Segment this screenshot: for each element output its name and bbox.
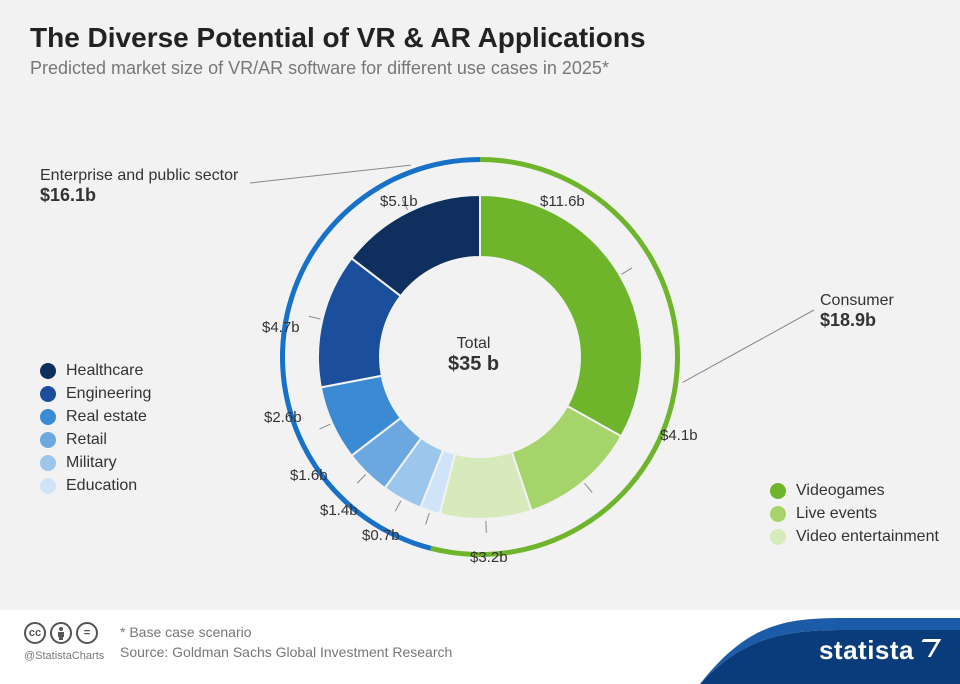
legend-item-retail: Retail (40, 431, 151, 449)
tick (585, 483, 593, 492)
slice-label-live-events: $4.1b (660, 427, 698, 444)
center-total-label: Total (448, 335, 499, 353)
legend-swatch (770, 529, 786, 545)
tick (622, 268, 632, 274)
legend-swatch (40, 478, 56, 494)
legend-text: Education (66, 477, 137, 495)
slice-label-retail: $1.6b (290, 467, 328, 484)
legend-item-real-estate: Real estate (40, 408, 151, 426)
legend-item-live-events: Live events (770, 505, 939, 523)
legend-item-videogames: Videogames (770, 482, 939, 500)
legend-text: Video entertainment (796, 528, 939, 546)
footer: cc = @StatistaCharts * Base case scenari… (0, 610, 960, 684)
tick (426, 513, 430, 524)
page-subtitle: Predicted market size of VR/AR software … (30, 58, 930, 79)
group-name: Enterprise and public sector (40, 167, 238, 185)
legend-text: Videogames (796, 482, 885, 500)
cc-license-icons: cc = (24, 622, 98, 644)
legend-swatch (40, 386, 56, 402)
slice-label-video-entertainment: $3.2b (470, 549, 508, 566)
legend-swatch (40, 363, 56, 379)
by-icon (50, 622, 72, 644)
cc-icon: cc (24, 622, 46, 644)
legend-item-military: Military (40, 454, 151, 472)
legend-swatch (40, 432, 56, 448)
tick (319, 424, 330, 429)
legend-text: Real estate (66, 408, 147, 426)
legend-text: Healthcare (66, 362, 143, 380)
twitter-handle: @StatistaCharts (24, 650, 104, 662)
center-total: Total $35 b (448, 335, 499, 376)
legend-text: Military (66, 454, 117, 472)
slice-label-engineering: $4.7b (262, 319, 300, 336)
brand-logo-text: statista (819, 635, 936, 666)
legend-swatch (40, 455, 56, 471)
legend-item-healthcare: Healthcare (40, 362, 151, 380)
slice-label-videogames: $11.6b (540, 193, 585, 210)
center-total-value: $35 b (448, 353, 499, 376)
tick (395, 501, 401, 512)
chart-area: Total $35 b Consumer$18.9b Enterprise and… (0, 87, 960, 587)
page-title: The Diverse Potential of VR & AR Applica… (30, 22, 930, 54)
tick (357, 475, 365, 484)
legend-text: Retail (66, 431, 107, 449)
legend-consumer: Videogames Live events Video entertainment (770, 477, 939, 551)
group-value: $16.1b (40, 185, 238, 206)
slice-label-military: $1.4b (320, 502, 358, 519)
group-name: Consumer (820, 292, 894, 310)
legend-enterprise: Healthcare Engineering Real estate Retail Mi… (40, 357, 151, 500)
slice-label-healthcare: $5.1b (380, 193, 418, 210)
legend-item-education: Education (40, 477, 151, 495)
tick (309, 316, 321, 319)
source-line: Source: Goldman Sachs Global Investment … (120, 644, 452, 660)
slice-videogames (480, 195, 642, 436)
legend-swatch (40, 409, 56, 425)
slice-label-real-estate: $2.6b (264, 409, 302, 426)
group-label-consumer: Consumer$18.9b (820, 292, 894, 331)
legend-item-video-entertainment: Video entertainment (770, 528, 939, 546)
footnote: * Base case scenario (120, 624, 252, 640)
group-label-enterprise: Enterprise and public sector$16.1b (40, 167, 238, 206)
legend-swatch (770, 483, 786, 499)
legend-swatch (770, 506, 786, 522)
nd-icon: = (76, 622, 98, 644)
group-value: $18.9b (820, 310, 894, 331)
callout-consumer (682, 310, 814, 383)
slice-label-education: $0.7b (362, 527, 400, 544)
legend-text: Live events (796, 505, 877, 523)
legend-text: Engineering (66, 385, 151, 403)
legend-item-engineering: Engineering (40, 385, 151, 403)
